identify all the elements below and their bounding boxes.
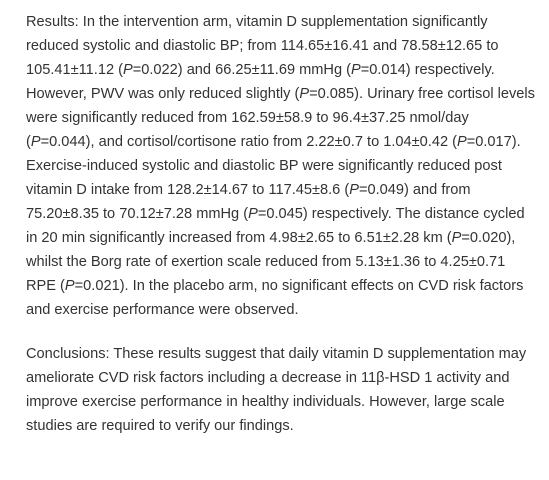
p-value-label: P (248, 206, 258, 222)
text-run: =0.044), and cortisol/cortisone ratio fr… (40, 134, 457, 150)
p-value-label: P (456, 134, 467, 150)
text-run: =0.045) respectively. The distance cycle… (26, 206, 525, 246)
text-run: =0.017). Exercise-induced systolic and d… (26, 134, 521, 198)
text-run: =0.014) respectively. However, PWV was o… (26, 62, 495, 102)
text-run: =0.021). In the placebo arm, no signific… (26, 278, 524, 318)
p-value-label: P (451, 230, 462, 246)
text-run: Results: In the intervention arm, vitami… (26, 14, 499, 78)
p-value-label: P (64, 278, 75, 294)
p-value-label: P (349, 182, 359, 198)
paragraph: Conclusions: These results suggest that … (26, 342, 535, 438)
text-run: =0.049) and from 75.20±8.35 to 70.12±7.2… (26, 182, 471, 222)
p-value-label: P (30, 134, 41, 150)
text-run: =0.085). Urinary free cortisol levels we… (26, 86, 535, 150)
text-run: =0.020), whilst the Borg rate of exertio… (26, 230, 516, 294)
p-value-label: P (123, 62, 133, 78)
p-value-label: P (351, 62, 361, 78)
text-run: Conclusions: These results suggest that … (26, 346, 527, 434)
text-run: =0.022) and 66.25±11.69 mmHg ( (132, 62, 351, 78)
paragraph: Results: In the intervention arm, vitami… (26, 10, 535, 322)
p-value-label: P (299, 86, 310, 102)
